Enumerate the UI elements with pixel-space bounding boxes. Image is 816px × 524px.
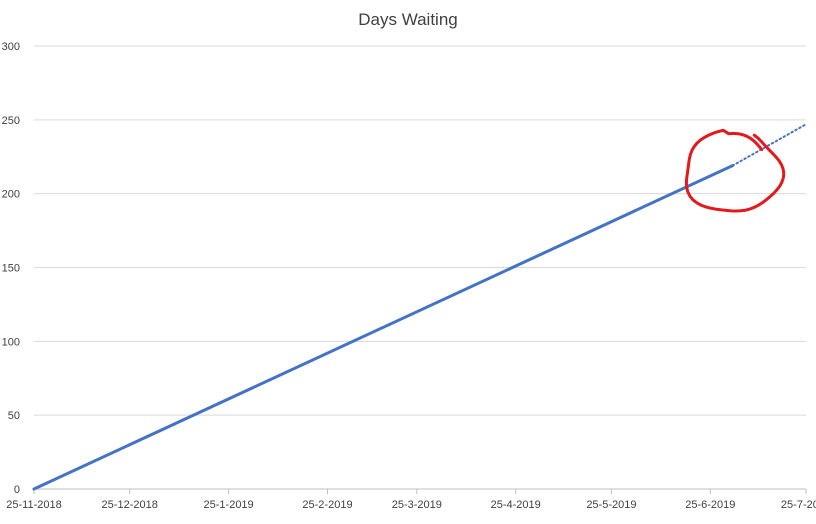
chart-title: Days Waiting <box>358 10 458 29</box>
x-axis-labels: 25-11-2018 25-12-2018 25-1-2019 25-2-2019 25… <box>6 499 816 511</box>
red-circle-annotation <box>684 128 786 213</box>
x-axis <box>33 488 807 494</box>
x-tick-label: 25-6-2019 <box>685 499 735 511</box>
x-tick-label: 25-3-2019 <box>392 499 442 511</box>
x-tick-label: 25-11-2018 <box>6 499 61 511</box>
y-tick-label: 150 <box>2 263 20 275</box>
y-tick-label: 250 <box>2 115 20 127</box>
x-tick-label: 25-1-2019 <box>204 499 254 511</box>
y-tick-label: 0 <box>14 484 20 496</box>
x-tick-label: 25-7-2019 <box>781 499 816 511</box>
x-tick-label: 25-12-2018 <box>102 499 158 511</box>
y-tick-label: 50 <box>8 410 20 422</box>
trendline-projection <box>731 123 807 167</box>
y-tick-label: 300 <box>2 41 20 53</box>
y-tick-label: 200 <box>2 189 20 201</box>
y-axis-labels: 0 50 100 150 200 250 300 <box>2 41 20 496</box>
series-line <box>32 164 735 491</box>
x-tick-label: 25-2-2019 <box>302 499 352 511</box>
series-lines <box>32 123 807 491</box>
gridlines <box>34 45 806 416</box>
annotations <box>684 128 786 213</box>
y-tick-label: 100 <box>2 336 20 348</box>
x-tick-label: 25-4-2019 <box>491 499 541 511</box>
x-tick-label: 25-5-2019 <box>586 499 636 511</box>
